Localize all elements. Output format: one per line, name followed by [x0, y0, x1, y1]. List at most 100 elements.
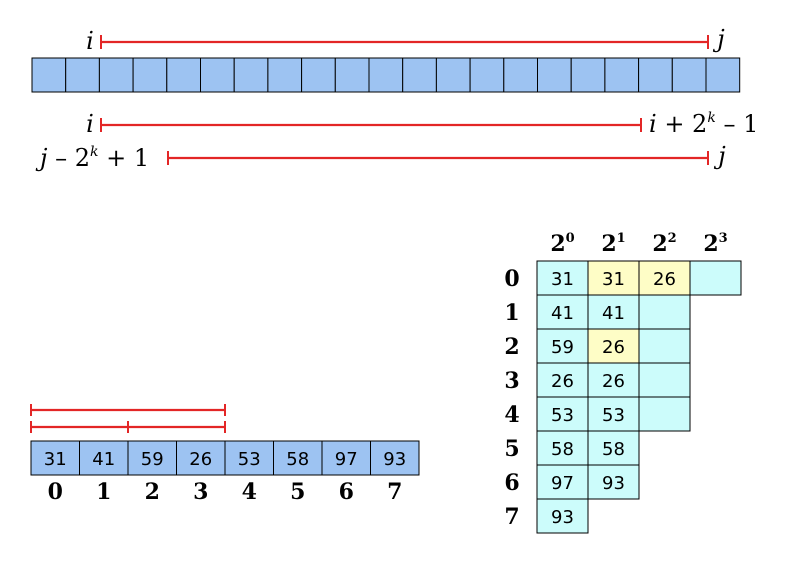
array-index: 0 — [48, 479, 63, 505]
array-cell — [321, 440, 371, 476]
array-index: 7 — [387, 479, 402, 505]
range-left-left-label: i — [86, 110, 94, 138]
array-cell-value: 97 — [335, 449, 358, 470]
table-cell-value: 26 — [551, 371, 574, 392]
column-header-base: 2 — [550, 231, 565, 257]
array-cell — [127, 440, 177, 476]
row-header: 0 — [504, 266, 519, 292]
range-right-right-label: j — [713, 142, 726, 170]
array-cell — [30, 440, 80, 476]
array-cell — [469, 57, 505, 93]
table-cell-value: 93 — [602, 473, 625, 494]
array-cell — [570, 57, 606, 93]
array-cell — [224, 440, 274, 476]
top-diagram: i j i i + 2k – 1 j – 2k + 1 j — [31, 25, 758, 172]
range-full: i j — [86, 25, 725, 55]
array-cell — [65, 57, 100, 93]
row-header: 2 — [504, 334, 519, 360]
column-header: 21 — [601, 231, 625, 257]
table-cell — [536, 396, 589, 432]
array-cell — [671, 57, 707, 93]
bottom-range-full — [30, 404, 226, 416]
table-cell — [689, 260, 742, 296]
table-cell — [536, 464, 589, 500]
row-header: 3 — [504, 368, 519, 394]
row-header: 1 — [504, 300, 519, 326]
label-text: + 2 — [657, 110, 708, 138]
table-cell — [638, 362, 691, 398]
column-header-base: 2 — [652, 231, 667, 257]
array-cell — [267, 57, 303, 93]
array-cell-value: 53 — [238, 449, 261, 470]
array-cell — [537, 57, 572, 93]
array-cell — [273, 440, 323, 476]
array-cell — [435, 57, 471, 93]
array-cell — [233, 57, 269, 93]
array-cell — [604, 57, 640, 93]
label-text: + 1 — [98, 144, 149, 172]
table-cell-value: 41 — [602, 303, 625, 324]
array-index: 5 — [290, 479, 305, 505]
table-cell — [638, 396, 691, 432]
array-cell — [705, 57, 741, 93]
table-cell — [638, 294, 691, 330]
range-right-left-label: j – 2k + 1 — [35, 144, 149, 172]
array-cell — [301, 57, 336, 93]
array-cell — [200, 57, 235, 93]
array-cell — [166, 57, 202, 93]
range-right: j – 2k + 1 j — [35, 142, 726, 172]
table-cell-value: 93 — [551, 507, 574, 528]
table-cell — [638, 328, 691, 364]
column-header-base: 2 — [703, 231, 718, 257]
array-cell-value: 26 — [189, 449, 212, 470]
table-cell — [536, 498, 589, 534]
table-cell-value: 41 — [551, 303, 574, 324]
array-cell — [132, 57, 168, 93]
table-cell-value: 97 — [551, 473, 574, 494]
array-cell — [368, 57, 404, 93]
column-header-exponent: 3 — [719, 231, 728, 246]
table-cell-value: 59 — [551, 337, 574, 358]
array-cell-value: 31 — [44, 449, 67, 470]
top-array — [31, 57, 741, 93]
array-index: 2 — [145, 479, 160, 505]
table-cell-value: 53 — [551, 405, 574, 426]
column-header-base: 2 — [601, 231, 616, 257]
range-full-right-label: j — [712, 25, 725, 53]
table-cell — [536, 430, 589, 466]
array-cell-value: 41 — [92, 449, 115, 470]
array-cell-value: 59 — [141, 449, 164, 470]
range-left: i i + 2k – 1 — [86, 110, 758, 138]
column-header-exponent: 0 — [566, 231, 575, 246]
table-cell — [587, 464, 640, 500]
array-cell — [638, 57, 673, 93]
range-left-right-label: i + 2k – 1 — [649, 110, 758, 138]
table-cell — [587, 430, 640, 466]
bottom-array-diagram: 31 0 41 1 59 2 26 3 53 4 58 5 97 6 93 7 — [30, 404, 420, 505]
column-header: 23 — [703, 231, 727, 257]
table-cell-highlighted — [638, 260, 691, 296]
table-cell — [536, 328, 589, 364]
array-cell — [402, 57, 437, 93]
array-index: 4 — [242, 479, 257, 505]
table-cell-highlighted — [587, 260, 640, 296]
table-cell — [536, 260, 589, 296]
array-cell — [79, 440, 129, 476]
label-text: – 2 — [47, 144, 90, 172]
table-cell — [536, 362, 589, 398]
array-cell-value: 58 — [286, 449, 309, 470]
table-cell-value: 58 — [551, 439, 574, 460]
array-cell — [503, 57, 538, 93]
table-cell-value: 31 — [551, 269, 574, 290]
table-cell — [587, 396, 640, 432]
array-cell — [98, 57, 134, 93]
table-cell-value: 53 — [602, 405, 625, 426]
label-text: – 1 — [716, 110, 759, 138]
array-index: 6 — [339, 479, 354, 505]
range-full-left-label: i — [86, 27, 94, 55]
table-cell-value: 58 — [602, 439, 625, 460]
array-cell — [370, 440, 420, 476]
column-header-exponent: 1 — [617, 231, 626, 246]
